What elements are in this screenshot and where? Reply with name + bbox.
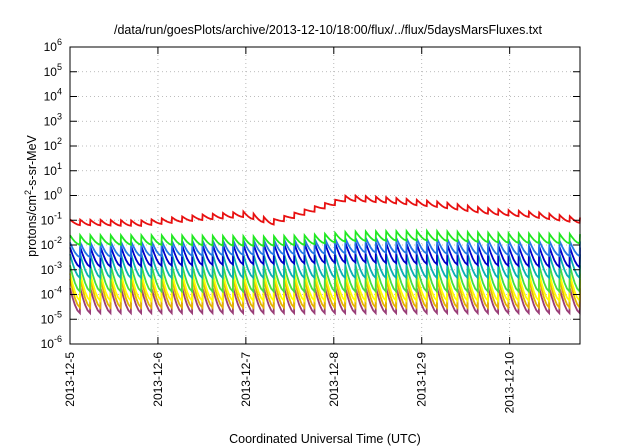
series-layer (69, 193, 581, 316)
y-tick-label: 10-3 (41, 260, 62, 277)
y-tick-label: 10-4 (41, 285, 62, 302)
y-tick-label: 10-6 (41, 334, 62, 351)
y-tick-label: 103 (44, 111, 62, 128)
y-axis-label: protons/cm2-s-sr-MeV (23, 134, 39, 256)
y-tick-label: 101 (44, 161, 62, 178)
y-tick-label: 100 (44, 186, 62, 203)
y-tick-label: 10-5 (41, 309, 62, 326)
x-axis-label: Coordinated Universal Time (UTC) (229, 432, 421, 446)
x-tick-label: 2013-12-9 (415, 352, 429, 407)
y-tick-label: 10-2 (41, 235, 62, 252)
grid-lines (70, 47, 580, 344)
series-line-2 (69, 228, 581, 248)
y-axis-label-sup: 2 (23, 190, 33, 195)
y-axis-ticks: 10-6 10-5 10-4 10-3 10-2 10-1 100 101 102 103 104 1… (41, 37, 580, 351)
y-axis-label-pre: protons/cm (25, 195, 39, 257)
x-tick-label: 2013-12-8 (327, 352, 341, 407)
y-tick-label: 102 (44, 136, 62, 153)
x-tick-label: 2013-12-6 (151, 352, 165, 407)
x-tick-label: 2013-12-7 (239, 352, 253, 407)
y-tick-label: 10-1 (41, 210, 62, 227)
y-axis-label-post: -s-sr-MeV (25, 134, 39, 190)
x-axis-ticks: 2013-12-5 2013-12-6 2013-12-7 2013-12-8 2013… (63, 47, 517, 413)
y-tick-label: 106 (44, 37, 62, 54)
series-line-1 (69, 193, 581, 228)
chart-title: /data/run/goesPlots/archive/2013-12-10/1… (114, 23, 543, 37)
x-tick-label: 2013-12-10 (503, 352, 517, 414)
y-tick-label: 104 (44, 87, 62, 104)
y-tick-label: 105 (44, 62, 62, 79)
x-tick-label: 2013-12-5 (63, 352, 77, 407)
